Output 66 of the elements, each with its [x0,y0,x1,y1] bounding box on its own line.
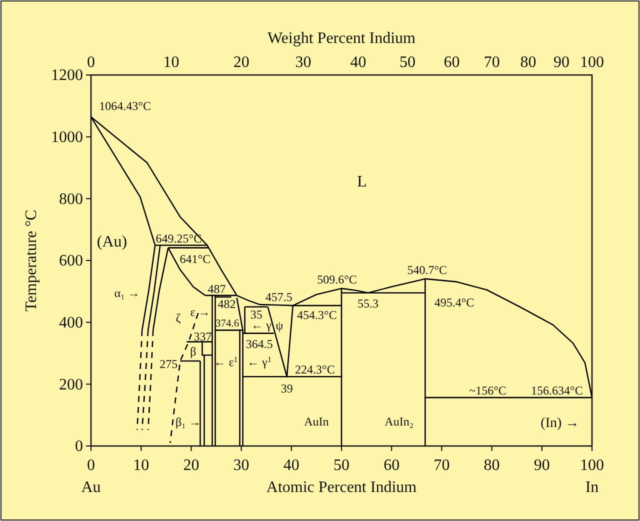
x-tick-label: 10 [133,457,150,474]
annotation: α₁ → [114,286,140,300]
x-tick-label: 90 [534,457,550,474]
annotation: 156.634°C [531,384,583,398]
annotation: 275 [160,356,178,371]
x-tick-label: 60 [384,457,400,474]
text: In [585,479,599,496]
annotation: L [357,173,367,190]
annotation: AuIn [304,414,329,428]
y-tick-label: 600 [59,252,83,270]
annotation: β [190,344,196,359]
annotation: 641°C [180,252,211,266]
y-tick-label: 800 [59,190,83,208]
annotation: 649.25°C [156,231,202,246]
annotation: 487 [208,282,226,296]
text: Au [81,479,101,496]
y-tick-label: 0 [75,438,83,456]
annotation: 55.3 [358,296,379,310]
annotation: 540.7°C [407,262,448,277]
annotation: β₁ → [176,415,201,430]
annotation: 374.6 [215,318,240,330]
annotation: 454.3°C [297,308,337,322]
x-tick-label: 0 [87,457,95,474]
annotation: 482 [218,296,236,311]
annotation: 1064.43°C [99,99,151,114]
text: 30 [295,54,312,71]
x-tick-label: 30 [233,457,250,474]
text: 50 [400,54,416,71]
x-tick-label: 70 [434,457,450,474]
annotation: ζ [176,311,181,326]
annotation: 337 [194,329,212,344]
annotation: (In) → [540,416,580,431]
text: 90 [554,54,570,71]
annotation: 509.6°C [317,272,357,286]
annotation: ← γ$^{1}$ [247,354,272,370]
x-tick-label: 40 [283,457,300,474]
annotation: ~156°C [469,384,506,398]
y-tick-label: 1200 [51,67,83,84]
annotation: 364.5 [246,337,273,352]
x-axis-title: Atomic Percent Indium [266,479,418,496]
y-tick-label: 200 [59,376,83,394]
annotation: 457.5 [265,290,292,304]
y-axis-title: Temperature °C [23,210,40,312]
text: 100 [580,54,604,71]
x-tick-label: 20 [183,457,200,474]
annotation: ψ [276,318,284,333]
annotation: ε → [190,305,210,320]
y-tick-label: 400 [59,314,83,332]
x2-axis-title: Weight Percent Indium [267,30,416,47]
annotation: 224.3°C [295,362,335,377]
annotation: 39 [280,382,293,396]
annotation: ← ε$^{1}$ [214,354,238,370]
text: 0 [87,54,95,71]
text: 20 [233,54,250,71]
annotation: AuIn₂ [384,414,414,428]
text: 10 [163,54,180,71]
text: 80 [520,54,536,71]
annotation: (Au) [96,234,128,251]
x-tick-label: 50 [334,457,350,474]
y-tick-label: 1000 [51,128,83,146]
annotation: 495.4°C [434,296,474,310]
x-tick-label: 80 [484,457,500,474]
text: 60 [444,54,460,71]
x-tick-label: 100 [580,457,604,474]
text: 70 [484,54,500,71]
text: 40 [350,54,366,71]
